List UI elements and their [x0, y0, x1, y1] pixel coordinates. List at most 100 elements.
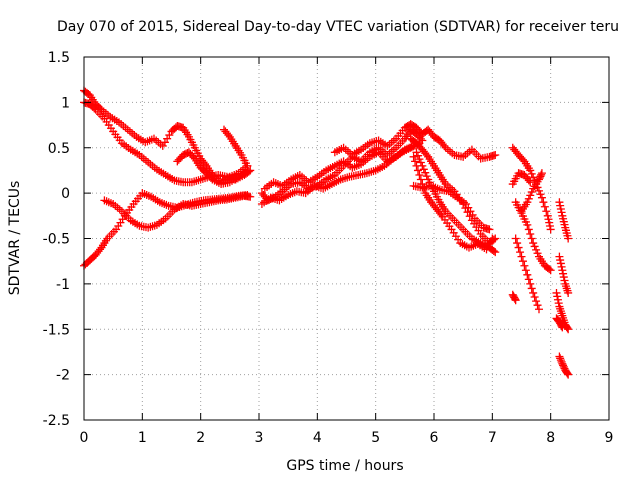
data-point	[556, 256, 565, 265]
data-point	[511, 296, 520, 305]
series-trace-15	[508, 143, 555, 234]
series-trace-6	[220, 125, 252, 170]
data-point	[558, 266, 567, 275]
y-tick-label: 1.5	[48, 50, 70, 66]
data-point	[224, 131, 233, 140]
data-point	[513, 239, 522, 248]
x-tick-label: 4	[313, 430, 322, 446]
data-point	[559, 269, 568, 278]
data-point	[491, 151, 500, 160]
data-point	[545, 265, 554, 274]
data-point	[514, 243, 523, 252]
data-point	[413, 151, 422, 160]
y-tick-label: -1.5	[43, 322, 70, 338]
series-trace-17	[511, 234, 543, 314]
data-point	[530, 242, 539, 251]
data-point	[526, 178, 535, 187]
data-point	[526, 279, 535, 288]
data-point	[563, 324, 572, 333]
data-point	[546, 225, 555, 234]
data-point	[555, 198, 564, 207]
data-point	[422, 172, 431, 181]
data-point	[543, 211, 552, 220]
data-point	[532, 245, 541, 254]
data-point	[529, 173, 538, 182]
data-point	[557, 322, 566, 331]
y-tick-label: 0	[61, 186, 70, 202]
y-tick-label: -1	[56, 277, 70, 293]
series-trace-5	[173, 148, 252, 189]
data-point	[559, 273, 568, 282]
y-tick-label: -2.5	[43, 413, 70, 429]
data-point	[544, 215, 553, 224]
data-point	[537, 193, 546, 202]
data-point	[526, 191, 535, 200]
data-point	[511, 234, 520, 243]
x-tick-label: 7	[488, 430, 497, 446]
data-point	[556, 259, 565, 268]
data-point	[90, 104, 99, 113]
data-point	[527, 284, 536, 293]
x-tick-label: 3	[255, 430, 264, 446]
y-tick-label: -0.5	[43, 232, 70, 248]
data-point	[536, 190, 545, 199]
x-tick-label: 6	[430, 430, 439, 446]
data-point	[416, 175, 425, 184]
data-point	[96, 245, 105, 254]
x-tick-label: 8	[546, 430, 555, 446]
data-point	[409, 152, 418, 161]
data-point	[545, 222, 554, 231]
series-trace-14	[409, 181, 494, 234]
data-point	[542, 207, 551, 216]
x-tick-label: 0	[80, 430, 89, 446]
data-point	[554, 299, 563, 308]
data-point	[556, 205, 565, 214]
data-point	[516, 248, 525, 257]
series-trace-25	[552, 314, 567, 332]
data-point	[545, 218, 554, 227]
data-point	[533, 249, 542, 258]
data-point	[412, 161, 421, 170]
series-trace-2	[80, 98, 255, 187]
x-tick-label: 9	[605, 430, 614, 446]
data-point	[422, 151, 431, 160]
data-point	[535, 186, 543, 195]
data-point	[437, 210, 446, 219]
grid-lines	[84, 57, 609, 420]
data-point	[440, 141, 449, 150]
data-point	[564, 288, 573, 297]
data-point	[558, 323, 567, 332]
y-tick-label: -2	[56, 368, 70, 384]
series-trace-24	[555, 352, 573, 379]
series-trace-21	[555, 198, 573, 243]
data-point	[526, 229, 535, 238]
data-point	[416, 158, 425, 167]
series-trace-16	[511, 198, 555, 275]
data-point	[419, 165, 428, 174]
data-point	[518, 257, 527, 266]
x-axis-label: GPS time / hours	[286, 458, 403, 474]
data-point	[524, 225, 533, 234]
series-trace-18	[508, 169, 535, 189]
data-point	[557, 208, 566, 217]
data-point	[563, 369, 572, 378]
series-trace-22	[555, 252, 573, 297]
y-axis-label: SDTVAR / TECUs	[7, 181, 23, 296]
data-point	[532, 297, 541, 306]
data-point	[557, 262, 566, 271]
chart-title: Day 070 of 2015, Sidereal Day-to-day VTE…	[57, 19, 619, 35]
series-trace-23	[552, 288, 573, 334]
axis-ticks: 0 1 2 3 4 5 6 7 8 9 1.5 1 0.5 0 -0.5 -1 -1.5 -2 -2.5	[43, 50, 614, 446]
data-point	[557, 357, 566, 366]
series-trace-4	[100, 191, 255, 232]
data-point	[555, 352, 564, 361]
data-point	[521, 266, 530, 275]
data-point	[527, 169, 536, 178]
data-point	[510, 294, 519, 303]
data-point	[540, 202, 549, 211]
data-point	[553, 295, 562, 304]
series-trace-20	[508, 290, 520, 305]
data-point	[556, 201, 565, 210]
data-point	[533, 301, 542, 310]
data-point	[530, 293, 539, 302]
